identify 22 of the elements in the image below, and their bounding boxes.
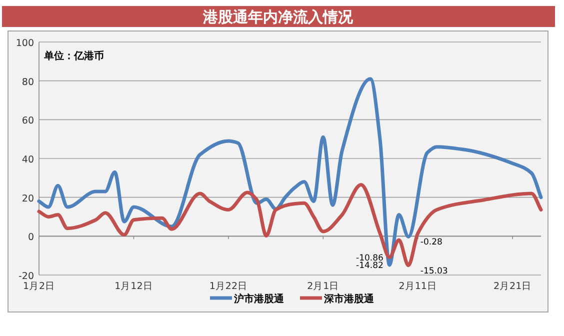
data-label: -0.28 (420, 238, 442, 248)
x-tick-label: 2月1日 (307, 281, 340, 292)
y-tick-label: 60 (22, 116, 34, 127)
data-label: -15.03 (420, 266, 448, 276)
line-series (37, 77, 543, 267)
y-tick-label: 40 (22, 154, 34, 166)
line-series (37, 182, 543, 268)
x-tick-label: 2月21日 (494, 281, 532, 292)
data-label: -14.82 (356, 260, 384, 271)
chart-title: 港股通年内净流入情况 (202, 8, 354, 26)
x-tick-label: 1月22日 (209, 281, 248, 292)
legend-label: 沪市港股通 (233, 293, 285, 305)
x-tick-label: 1月2日 (22, 281, 56, 292)
legend-label: 深市港股通 (323, 293, 375, 305)
x-tick-label: 1月12日 (114, 281, 153, 292)
y-tick-label: 100 (16, 38, 34, 49)
y-tick-label: -20 (18, 271, 34, 282)
y-tick-label: 0 (28, 232, 34, 244)
x-tick-label: 2月11日 (398, 281, 437, 292)
y-tick-label: 80 (22, 76, 34, 88)
annotation: 单位：亿港币 (43, 50, 104, 62)
y-tick-label: 20 (22, 193, 34, 204)
